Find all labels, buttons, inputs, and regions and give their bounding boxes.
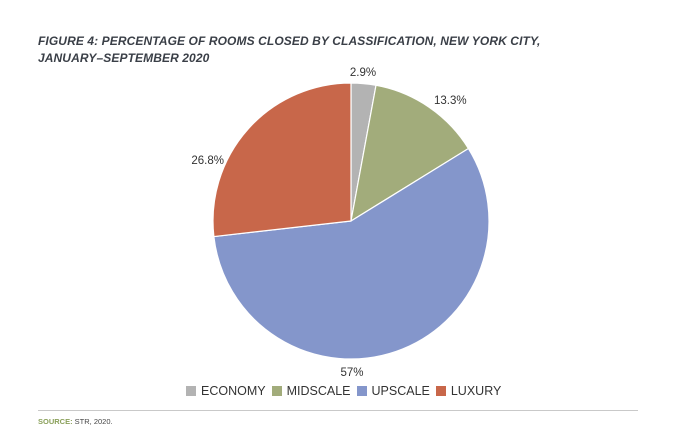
source-label: SOURCE: (38, 417, 73, 426)
pie-slice-luxury (212, 82, 352, 238)
chart-title-line-1: FIGURE 4: PERCENTAGE OF ROOMS CLOSED BY … (38, 34, 541, 48)
legend-swatch-luxury (435, 386, 446, 396)
chart-title: FIGURE 4: PERCENTAGE OF ROOMS CLOSED BY … (38, 33, 558, 67)
slice-label-luxury: 26.8% (191, 155, 224, 167)
slice-label-upscale: 57% (340, 367, 363, 379)
slice-label-economy: 2.9% (350, 67, 376, 79)
legend-label-midscale: MIDSCALE (286, 384, 351, 398)
chart-legend: ECONOMY MIDSCALE UPSCALE LUXURY (186, 384, 501, 398)
legend-label-luxury: LUXURY (450, 384, 502, 398)
legend-item-luxury: LUXURY (435, 384, 502, 398)
source-note: SOURCE: STR, 2020. (38, 417, 113, 426)
legend-swatch-economy (186, 386, 196, 396)
slice-label-midscale: 13.3% (434, 95, 467, 107)
legend-label-economy: ECONOMY (201, 384, 266, 398)
legend-item-midscale: MIDSCALE (271, 384, 351, 398)
legend-swatch-upscale (356, 386, 367, 396)
pie-slice-midscale (350, 84, 470, 223)
chart-title-line-2: JANUARY–SEPTEMBER 2020 (38, 51, 210, 65)
footer-divider (38, 410, 638, 411)
legend-item-economy: ECONOMY (186, 384, 266, 398)
legend-item-upscale: UPSCALE (356, 384, 430, 398)
pie-slice-upscale (213, 147, 490, 360)
legend-swatch-midscale (271, 386, 282, 396)
source-text: STR, 2020. (72, 417, 113, 426)
legend-label-upscale: UPSCALE (371, 384, 430, 398)
